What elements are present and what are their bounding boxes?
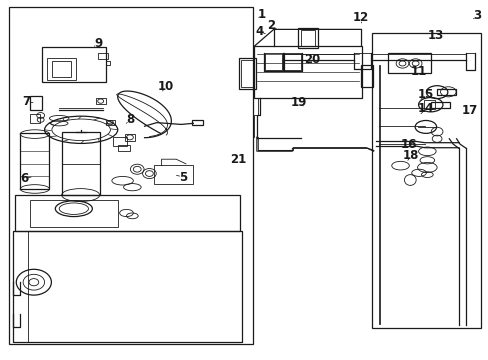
Text: 4: 4: [254, 25, 263, 38]
Bar: [125, 134, 135, 140]
Bar: [30, 201, 118, 227]
Text: 8: 8: [125, 113, 134, 126]
Bar: [360, 65, 372, 87]
Bar: [15, 195, 239, 231]
Bar: [30, 96, 42, 110]
Bar: [113, 137, 127, 146]
Text: 10: 10: [157, 80, 173, 93]
Text: 16: 16: [400, 138, 417, 151]
Bar: [387, 53, 430, 73]
Bar: [105, 120, 115, 126]
Bar: [191, 120, 202, 126]
Text: 2: 2: [267, 19, 275, 32]
Bar: [371, 33, 480, 328]
Bar: [52, 61, 71, 77]
Bar: [20, 134, 49, 189]
Bar: [42, 46, 105, 82]
Text: 5: 5: [179, 171, 187, 184]
Bar: [30, 114, 40, 123]
Text: 18: 18: [402, 149, 419, 162]
Text: 20: 20: [303, 53, 319, 66]
Text: 12: 12: [352, 12, 368, 24]
Bar: [436, 89, 455, 95]
Bar: [13, 231, 242, 342]
Text: 1: 1: [257, 8, 265, 21]
Bar: [61, 132, 100, 195]
Text: 14: 14: [417, 103, 433, 116]
Bar: [430, 102, 449, 108]
Bar: [298, 28, 317, 48]
Text: 17: 17: [461, 104, 477, 117]
Text: 3: 3: [472, 9, 481, 22]
Bar: [254, 46, 361, 98]
Text: 7: 7: [22, 95, 31, 108]
Text: 15: 15: [417, 88, 433, 101]
Bar: [154, 165, 193, 184]
Bar: [96, 98, 105, 104]
Bar: [98, 53, 108, 59]
Bar: [118, 145, 130, 150]
Text: 13: 13: [427, 29, 443, 42]
Text: 9: 9: [94, 36, 102, 50]
Text: 21: 21: [230, 153, 246, 166]
Text: 6: 6: [20, 172, 28, 185]
Bar: [47, 58, 76, 80]
Text: 11: 11: [410, 65, 427, 78]
Bar: [9, 7, 253, 344]
Bar: [238, 58, 255, 89]
Bar: [240, 60, 252, 87]
Bar: [423, 100, 434, 109]
Text: 19: 19: [290, 96, 306, 109]
Bar: [300, 30, 315, 46]
